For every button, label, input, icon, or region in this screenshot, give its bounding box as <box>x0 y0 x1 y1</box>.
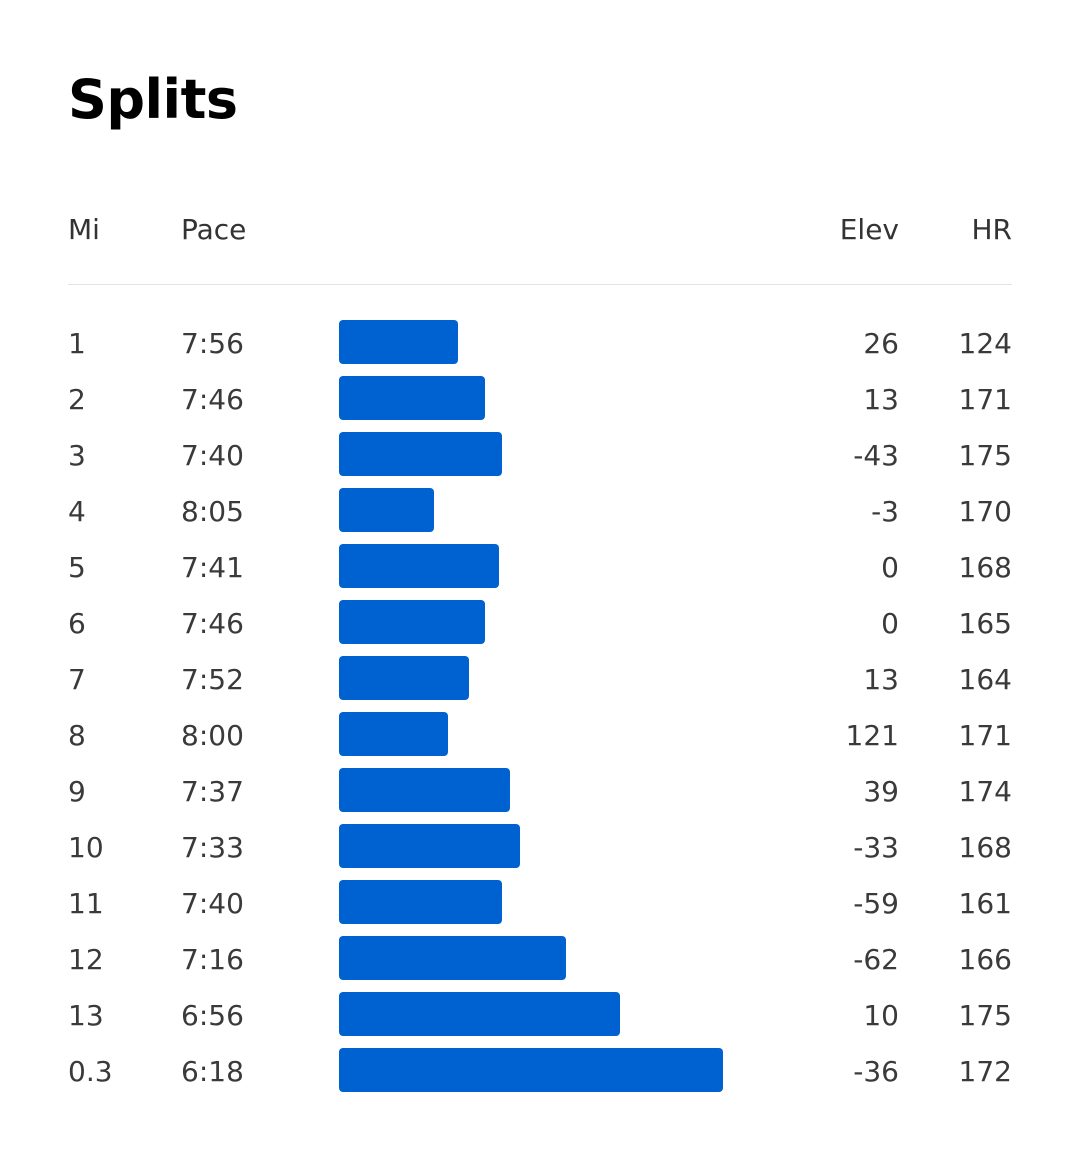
split-mile: 10 <box>68 831 104 864</box>
split-elevation: 121 <box>845 719 899 752</box>
split-elevation: -62 <box>853 943 899 976</box>
pace-bar <box>339 376 485 420</box>
splits-list: 1 7:56 26 124 2 7:46 13 171 3 7:40 -43 175 4 8:05 -3 17… <box>0 316 1080 1100</box>
split-row: 5 7:41 0 168 <box>0 540 1080 596</box>
split-row: 11 7:40 -59 161 <box>0 876 1080 932</box>
split-elevation: 10 <box>863 999 899 1032</box>
split-mile: 13 <box>68 999 104 1032</box>
split-heart-rate: 165 <box>958 607 1012 640</box>
split-row: 9 7:37 39 174 <box>0 764 1080 820</box>
split-heart-rate: 124 <box>958 327 1012 360</box>
split-heart-rate: 172 <box>958 1055 1012 1088</box>
split-heart-rate: 175 <box>958 439 1012 472</box>
split-row: 12 7:16 -62 166 <box>0 932 1080 988</box>
split-elevation: -36 <box>853 1055 899 1088</box>
pace-bar <box>339 936 566 980</box>
pace-bar <box>339 432 502 476</box>
split-elevation: 39 <box>863 775 899 808</box>
split-row: 13 6:56 10 175 <box>0 988 1080 1044</box>
split-mile: 5 <box>68 551 86 584</box>
column-header-pace: Pace <box>181 213 247 246</box>
page-title: Splits <box>68 68 238 131</box>
split-pace: 7:40 <box>181 439 244 472</box>
pace-bar <box>339 600 485 644</box>
split-pace: 6:56 <box>181 999 244 1032</box>
split-elevation: 0 <box>881 607 899 640</box>
pace-bar <box>339 992 620 1036</box>
column-header-mi: Mi <box>68 213 100 246</box>
split-row: 7 7:52 13 164 <box>0 652 1080 708</box>
splits-header: Mi Pace Elev HR <box>0 210 1080 250</box>
pace-bar <box>339 768 510 812</box>
pace-bar <box>339 712 448 756</box>
split-pace: 7:52 <box>181 663 244 696</box>
pace-bar <box>339 320 458 364</box>
split-elevation: -33 <box>853 831 899 864</box>
split-heart-rate: 171 <box>958 719 1012 752</box>
split-mile: 6 <box>68 607 86 640</box>
split-row: 0.3 6:18 -36 172 <box>0 1044 1080 1100</box>
pace-bar <box>339 488 434 532</box>
split-heart-rate: 161 <box>958 887 1012 920</box>
split-heart-rate: 171 <box>958 383 1012 416</box>
split-pace: 8:05 <box>181 495 244 528</box>
split-elevation: -43 <box>853 439 899 472</box>
split-mile: 1 <box>68 327 86 360</box>
split-heart-rate: 166 <box>958 943 1012 976</box>
split-row: 10 7:33 -33 168 <box>0 820 1080 876</box>
split-pace: 8:00 <box>181 719 244 752</box>
split-row: 8 8:00 121 171 <box>0 708 1080 764</box>
split-mile: 8 <box>68 719 86 752</box>
split-pace: 7:46 <box>181 383 244 416</box>
split-mile: 11 <box>68 887 104 920</box>
split-pace: 7:33 <box>181 831 244 864</box>
pace-bar <box>339 656 469 700</box>
split-row: 4 8:05 -3 170 <box>0 484 1080 540</box>
split-pace: 6:18 <box>181 1055 244 1088</box>
split-row: 1 7:56 26 124 <box>0 316 1080 372</box>
split-heart-rate: 175 <box>958 999 1012 1032</box>
pace-bar <box>339 824 520 868</box>
split-mile: 2 <box>68 383 86 416</box>
split-elevation: 13 <box>863 383 899 416</box>
column-header-elev: Elev <box>839 213 899 246</box>
split-elevation: 26 <box>863 327 899 360</box>
split-pace: 7:56 <box>181 327 244 360</box>
split-elevation: 0 <box>881 551 899 584</box>
split-mile: 7 <box>68 663 86 696</box>
split-elevation: -59 <box>853 887 899 920</box>
split-heart-rate: 170 <box>958 495 1012 528</box>
split-row: 3 7:40 -43 175 <box>0 428 1080 484</box>
split-elevation: -3 <box>871 495 899 528</box>
split-heart-rate: 168 <box>958 831 1012 864</box>
split-row: 6 7:46 0 165 <box>0 596 1080 652</box>
column-header-hr: HR <box>971 213 1012 246</box>
split-mile: 0.3 <box>68 1055 113 1088</box>
split-pace: 7:40 <box>181 887 244 920</box>
split-row: 2 7:46 13 171 <box>0 372 1080 428</box>
split-mile: 4 <box>68 495 86 528</box>
split-mile: 12 <box>68 943 104 976</box>
split-pace: 7:16 <box>181 943 244 976</box>
split-mile: 3 <box>68 439 86 472</box>
split-elevation: 13 <box>863 663 899 696</box>
split-pace: 7:46 <box>181 607 244 640</box>
header-divider <box>68 284 1012 285</box>
split-heart-rate: 174 <box>958 775 1012 808</box>
pace-bar <box>339 1048 723 1092</box>
split-pace: 7:41 <box>181 551 244 584</box>
split-heart-rate: 164 <box>958 663 1012 696</box>
split-heart-rate: 168 <box>958 551 1012 584</box>
split-pace: 7:37 <box>181 775 244 808</box>
pace-bar <box>339 544 499 588</box>
split-mile: 9 <box>68 775 86 808</box>
pace-bar <box>339 880 502 924</box>
